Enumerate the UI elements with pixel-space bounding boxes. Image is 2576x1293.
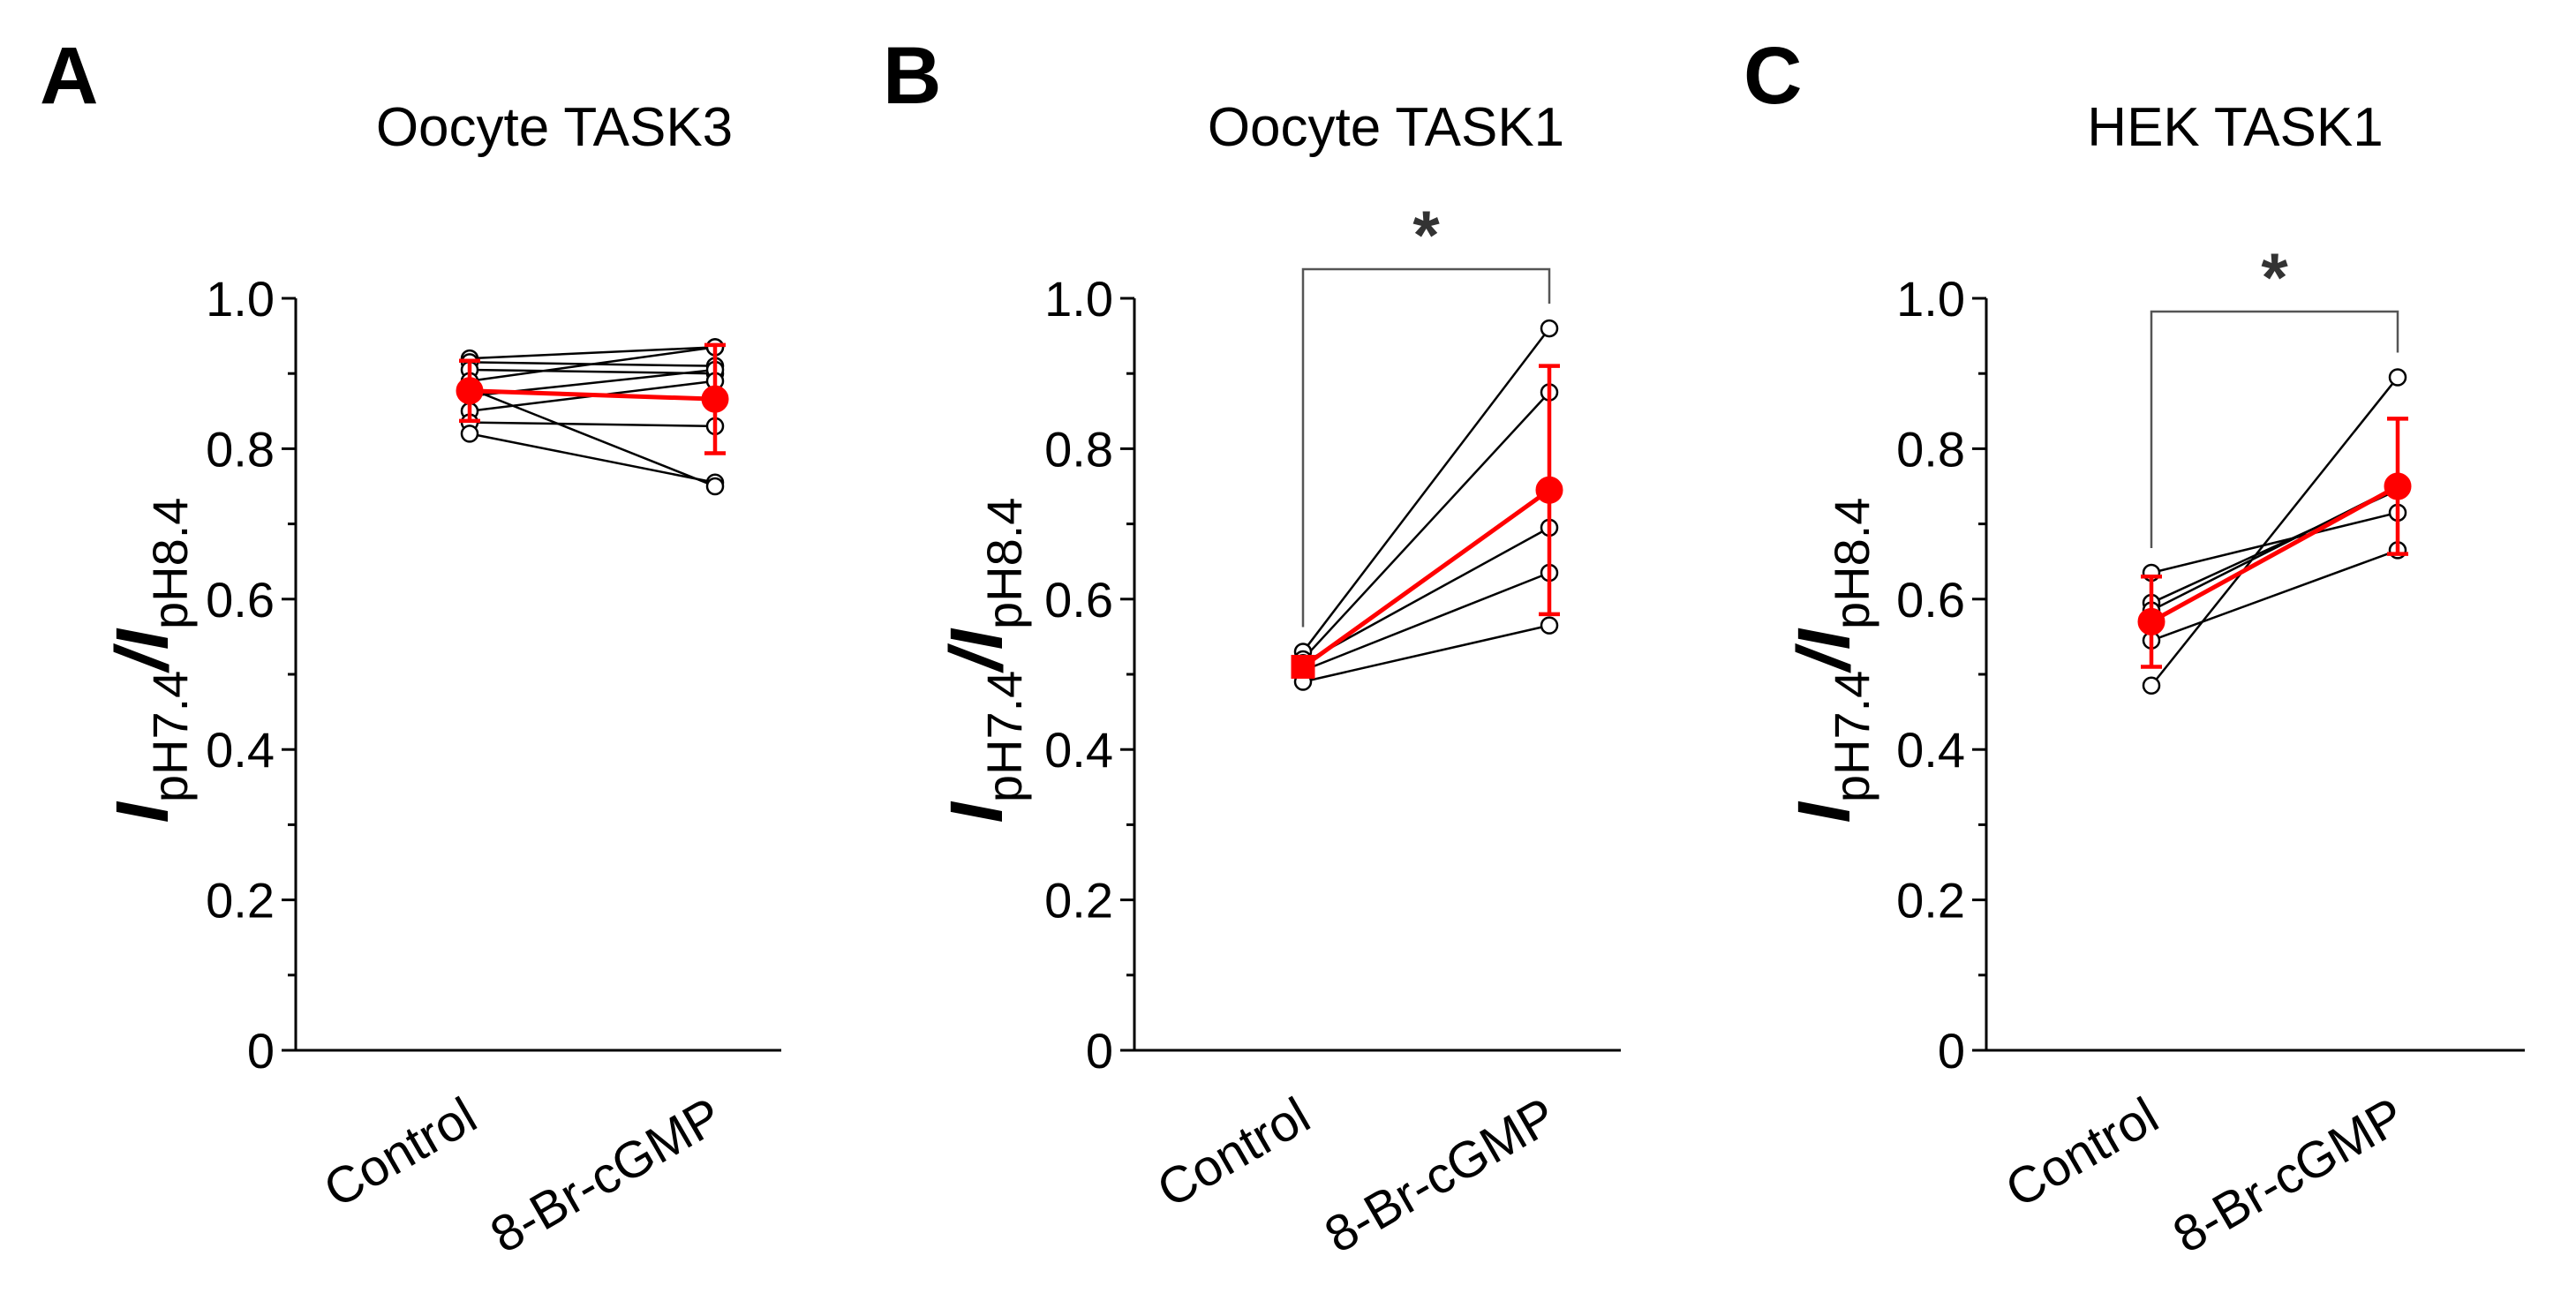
- y-tick-label: 0.2: [1896, 873, 1965, 928]
- y-label-sub2: pH8.4: [976, 498, 1032, 629]
- category-label-control: Control: [1996, 1086, 2167, 1219]
- y-axis-label-text: IpH7.4/IpH8.4: [101, 498, 198, 823]
- y-axis-label: IpH7.4/IpH8.4: [935, 498, 1032, 823]
- panel-letter: B: [883, 31, 941, 121]
- mean-point: [456, 377, 484, 405]
- category-label-treatment: 8-Br-cGMP: [481, 1086, 732, 1264]
- y-tick-label: 1.0: [206, 271, 275, 327]
- y-tick-label: 0: [247, 1023, 275, 1079]
- y-label-i1: I: [101, 801, 184, 823]
- significance-star: *: [2261, 238, 2288, 316]
- y-label-sub1: pH7.4: [142, 671, 198, 802]
- axes: 0 0.2 0.4 0.6 0.8 1.0: [1044, 271, 1621, 1079]
- individual-line: [2150, 511, 2399, 575]
- y-label-sub2: pH8.4: [1824, 498, 1879, 629]
- mean-line: [469, 388, 716, 402]
- individual-line: [1302, 624, 1550, 683]
- panel-letter: A: [40, 31, 98, 121]
- y-tick-label: 0.4: [206, 722, 275, 778]
- individual-line: [469, 346, 716, 382]
- y-tick-label: 0.8: [1896, 421, 1965, 477]
- mean-point: [1535, 476, 1563, 504]
- mean-point: [2384, 472, 2412, 500]
- individual-line: [1302, 526, 1550, 665]
- y-tick-label: 0.6: [1896, 572, 1965, 628]
- y-label-i1: I: [1782, 801, 1865, 823]
- y-label-i2: I: [935, 628, 1018, 650]
- y-tick-label: 0.2: [206, 873, 275, 928]
- y-axis-label-text: IpH7.4/IpH8.4: [1782, 498, 1879, 823]
- y-label-i2: I: [101, 628, 184, 650]
- y-label-i1: I: [935, 801, 1018, 823]
- category-label-control: Control: [1148, 1086, 1319, 1219]
- y-tick-label: 0.4: [1044, 722, 1113, 778]
- y-tick-label: 1.0: [1896, 271, 1965, 327]
- y-tick-label: 0.8: [1044, 421, 1113, 477]
- individual-line: [1302, 571, 1550, 672]
- category-label-treatment: 8-Br-cGMP: [1315, 1086, 1566, 1264]
- significance-bracket: [1301, 267, 1551, 628]
- individual-point-control: [2142, 676, 2161, 695]
- individual-point-treatment: [1540, 616, 1559, 635]
- panel-title: Oocyte TASK3: [376, 97, 733, 158]
- individual-line: [469, 432, 716, 484]
- individual-line: [2150, 376, 2399, 687]
- individual-point-control: [460, 425, 479, 443]
- individual-point-treatment: [705, 477, 725, 496]
- y-tick-label: 1.0: [1044, 271, 1113, 327]
- mean-line: [1301, 488, 1551, 669]
- y-tick-label: 0.6: [206, 572, 275, 628]
- individual-line: [469, 387, 716, 488]
- y-tick-label: 0: [1938, 1023, 1965, 1079]
- series: *: [1291, 196, 1563, 691]
- y-label-i2: I: [1782, 628, 1865, 650]
- series: [456, 338, 729, 496]
- category-label-treatment: 8-Br-cGMP: [2164, 1086, 2414, 1264]
- individual-line: [1302, 327, 1550, 653]
- panel-b: B Oocyte TASK1 IpH7.4/IpH8.4 00.20.40.60…: [883, 31, 1621, 1264]
- significance-bracket: [2150, 310, 2399, 548]
- axes: 0 0.2 0.4 0.6 0.8 1.0: [1896, 271, 2525, 1079]
- series: *: [2137, 238, 2412, 695]
- panel-c: C HEK TASK1 IpH7.4/IpH8.4 0 0.2 0.4 0.6 0.8 1…: [1744, 31, 2525, 1264]
- y-tick-label: 0.6: [1044, 572, 1113, 628]
- y-tick-label: 0.4: [1896, 722, 1965, 778]
- significance-star: *: [1412, 196, 1440, 274]
- y-axis-label: IpH7.4/IpH8.4: [1782, 498, 1879, 823]
- individual-point-treatment: [1540, 319, 1559, 338]
- individual-line: [469, 421, 716, 428]
- y-tick-label: 0.8: [206, 421, 275, 477]
- panel-letter: C: [1744, 31, 1802, 121]
- category-label-control: Control: [314, 1086, 486, 1219]
- y-label-sub1: pH7.4: [976, 671, 1032, 802]
- axes: 0 0.2 0.4 0.6 0.8 1.0: [206, 271, 781, 1079]
- panel-title: Oocyte TASK1: [1208, 97, 1564, 158]
- y-tick-label: 0.2: [1044, 873, 1113, 928]
- mean-point: [2137, 607, 2165, 635]
- individual-line: [469, 346, 716, 360]
- y-axis-label: IpH7.4/IpH8.4: [101, 498, 198, 823]
- mean-line: [2150, 484, 2399, 624]
- y-label-sub1: pH7.4: [1824, 671, 1879, 802]
- individual-line: [2150, 549, 2399, 642]
- mean-point: [1291, 654, 1315, 679]
- y-axis-label-text: IpH7.4/IpH8.4: [935, 498, 1032, 823]
- y-tick-label: 0: [1086, 1023, 1113, 1079]
- panel-title: HEK TASK1: [2087, 97, 2383, 158]
- panel-a: A Oocyte TASK3 IpH7.4/IpH8.4 00.20.40.60…: [40, 31, 781, 1264]
- individual-line: [1302, 391, 1550, 660]
- individual-point-treatment: [2388, 368, 2407, 387]
- individual-line: [469, 368, 716, 375]
- mean-point: [701, 385, 729, 413]
- y-label-sub2: pH8.4: [142, 498, 198, 629]
